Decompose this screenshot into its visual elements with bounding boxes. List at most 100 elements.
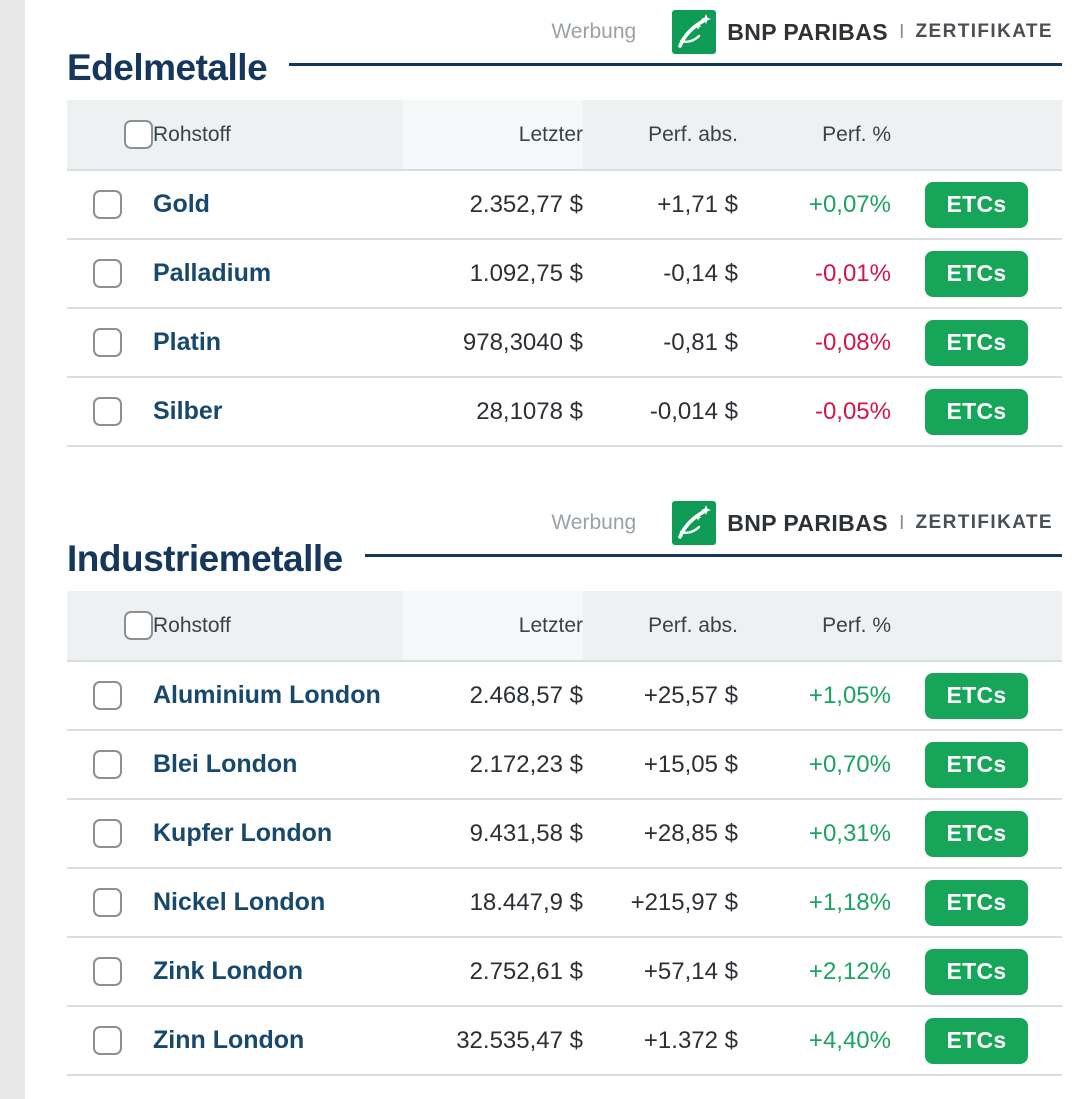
ad-label: Werbung [551,20,637,43]
select-all-checkbox[interactable] [124,120,153,149]
etcs-button[interactable]: ETCs [925,1017,1028,1064]
table-row: Blei London 2.172,23 $ +15,05 $ +0,70% E… [67,730,1062,799]
perf-pct: +0,70% [808,750,891,778]
perf-abs: +1.372 $ [643,1026,738,1054]
bnp-paribas-stars-icon [672,501,717,545]
edelmetalle-table: Rohstoff Letzter Perf. abs. Perf. % Gold… [67,100,1062,447]
perf-abs: -0,014 $ [649,397,738,425]
etcs-button[interactable]: ETCs [925,810,1028,857]
commodity-link[interactable]: Gold [153,190,210,218]
row-checkbox[interactable] [93,750,122,779]
last-price: 32.535,47 $ [456,1026,583,1054]
commodities-widget: Edelmetalle Werbung BNP PARIBAS I ZERTIF… [25,0,1080,1076]
perf-abs: +15,05 $ [643,750,738,778]
last-price: 9.431,58 $ [469,819,583,847]
column-header-perf-abs[interactable]: Perf. abs. [648,122,738,146]
etcs-button[interactable]: ETCs [925,388,1028,435]
commodity-link[interactable]: Kupfer London [153,819,333,847]
row-checkbox[interactable] [93,259,122,288]
table-row: Palladium 1.092,75 $ -0,14 $ -0,01% ETCs [67,239,1062,308]
commodity-link[interactable]: Platin [153,328,222,356]
perf-pct: +1,18% [808,888,891,916]
table-row: Nickel London 18.447,9 $ +215,97 $ +1,18… [67,868,1062,937]
etcs-button[interactable]: ETCs [925,319,1028,366]
perf-abs: +215,97 $ [630,888,738,916]
section-header-edelmetalle: Edelmetalle Werbung BNP PARIBAS I ZERTIF… [67,0,1062,88]
last-price: 2.752,61 $ [469,957,583,985]
table-header-row: Rohstoff Letzter Perf. abs. Perf. % [67,100,1062,170]
table-header-row: Rohstoff Letzter Perf. abs. Perf. % [67,591,1062,661]
table-row: Silber 28,1078 $ -0,014 $ -0,05% ETCs [67,377,1062,446]
last-price: 2.352,77 $ [469,190,583,218]
ad-product-text: ZERTIFIKATE [915,512,1053,533]
title-underline [364,554,1062,557]
perf-abs: -0,81 $ [663,328,738,356]
last-price: 2.172,23 $ [469,750,583,778]
table-row: Aluminium London 2.468,57 $ +25,57 $ +1,… [67,661,1062,730]
perf-pct: +1,05% [808,681,891,709]
ad-separator: I [898,511,905,534]
last-price: 28,1078 $ [476,397,583,425]
column-header-perf-abs[interactable]: Perf. abs. [648,613,738,637]
column-header-rohstoff[interactable]: Rohstoff [153,122,231,146]
commodity-link[interactable]: Palladium [153,259,272,287]
commodity-link[interactable]: Aluminium London [153,681,381,709]
perf-pct: +2,12% [808,957,891,985]
perf-abs: +57,14 $ [643,957,738,985]
etcs-button[interactable]: ETCs [925,879,1028,926]
perf-pct: -0,05% [814,397,891,425]
title-underline [289,63,1062,66]
last-price: 978,3040 $ [462,328,583,356]
perf-pct: +0,07% [808,190,891,218]
section-header-industriemetalle: Industriemetalle Werbung BNP PARIBAS I Z… [67,491,1062,579]
row-checkbox[interactable] [93,819,122,848]
column-header-perf-pct[interactable]: Perf. % [822,613,891,637]
commodity-link[interactable]: Silber [153,397,223,425]
last-price: 1.092,75 $ [469,259,583,287]
row-checkbox[interactable] [93,957,122,986]
ad-banner[interactable]: Werbung BNP PARIBAS I ZERTIFIKATE [537,8,1053,56]
ad-label: Werbung [551,511,637,534]
column-header-rohstoff[interactable]: Rohstoff [153,613,231,637]
etcs-button[interactable]: ETCs [925,672,1028,719]
ad-separator: I [898,20,905,43]
ad-product-text: ZERTIFIKATE [915,21,1053,42]
industriemetalle-table: Rohstoff Letzter Perf. abs. Perf. % Alum… [67,591,1062,1076]
bnp-paribas-stars-icon [672,10,717,54]
section-title: Industriemetalle [67,538,343,579]
page-left-gutter [0,0,25,1099]
column-header-perf-pct[interactable]: Perf. % [822,122,891,146]
column-header-letzter[interactable]: Letzter [403,591,583,661]
table-row: Platin 978,3040 $ -0,81 $ -0,08% ETCs [67,308,1062,377]
commodity-link[interactable]: Zink London [153,957,303,985]
row-checkbox[interactable] [93,1026,122,1055]
commodity-link[interactable]: Nickel London [153,888,326,916]
commodity-link[interactable]: Zinn London [153,1026,305,1054]
perf-abs: +28,85 $ [643,819,738,847]
perf-pct: +0,31% [808,819,891,847]
commodity-link[interactable]: Blei London [153,750,298,778]
perf-pct: +4,40% [808,1026,891,1054]
etcs-button[interactable]: ETCs [925,948,1028,995]
perf-abs: -0,14 $ [663,259,738,287]
section-title: Edelmetalle [67,47,268,88]
ad-banner[interactable]: Werbung BNP PARIBAS I ZERTIFIKATE [537,499,1053,547]
etcs-button[interactable]: ETCs [925,741,1028,788]
table-row: Gold 2.352,77 $ +1,71 $ +0,07% ETCs [67,170,1062,239]
row-checkbox[interactable] [93,190,122,219]
row-checkbox[interactable] [93,888,122,917]
last-price: 18.447,9 $ [469,888,583,916]
perf-pct: -0,08% [814,328,891,356]
row-checkbox[interactable] [93,397,122,426]
row-checkbox[interactable] [93,681,122,710]
table-row: Kupfer London 9.431,58 $ +28,85 $ +0,31%… [67,799,1062,868]
etcs-button[interactable]: ETCs [925,250,1028,297]
column-header-letzter[interactable]: Letzter [403,100,583,170]
perf-pct: -0,01% [814,259,891,287]
row-checkbox[interactable] [93,328,122,357]
table-row: Zinn London 32.535,47 $ +1.372 $ +4,40% … [67,1006,1062,1075]
select-all-checkbox[interactable] [124,611,153,640]
etcs-button[interactable]: ETCs [925,181,1028,228]
ad-brand-text: BNP PARIBAS [727,509,888,536]
perf-abs: +1,71 $ [657,190,738,218]
